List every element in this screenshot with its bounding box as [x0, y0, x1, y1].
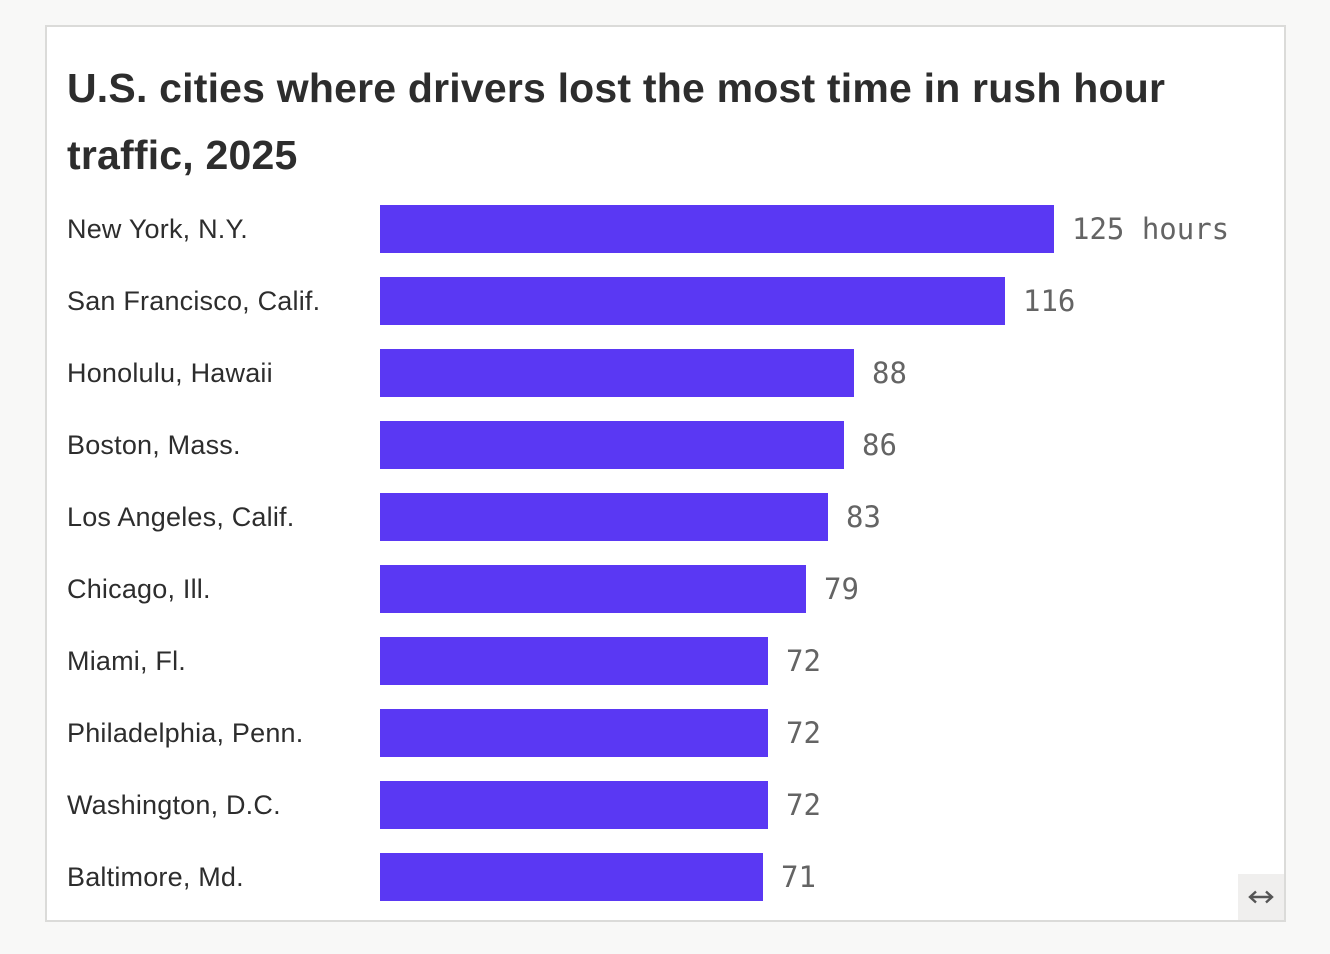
bar [380, 493, 828, 541]
chart-row: Miami, Fl. 72 [47, 625, 1284, 697]
chart-row: Los Angeles, Calif. 83 [47, 481, 1284, 553]
chart-row: Boston, Mass. 86 [47, 409, 1284, 481]
value-label: 125 hours [1072, 212, 1230, 246]
chart-row: Philadelphia, Penn. 72 [47, 697, 1284, 769]
city-label: New York, N.Y. [67, 213, 248, 244]
bar [380, 349, 854, 397]
chart-card: U.S. cities where drivers lost the most … [45, 25, 1286, 922]
chart-row: Washington, D.C. 72 [47, 769, 1284, 841]
city-label: Philadelphia, Penn. [67, 717, 304, 748]
city-label: Miami, Fl. [67, 645, 186, 676]
value-label: 86 [862, 428, 897, 462]
chart-row: Honolulu, Hawaii 88 [47, 337, 1284, 409]
city-label: Los Angeles, Calif. [67, 501, 295, 532]
city-label: San Francisco, Calif. [67, 285, 321, 316]
bar [380, 781, 768, 829]
city-label: Washington, D.C. [67, 789, 281, 820]
value-label: 79 [824, 572, 859, 606]
value-label: 72 [786, 716, 821, 750]
bar [380, 853, 763, 901]
bar [380, 709, 768, 757]
chart-row: Baltimore, Md. 71 [47, 841, 1284, 913]
bar [380, 421, 844, 469]
bar-chart: New York, N.Y. 125 hours San Francisco, … [47, 193, 1284, 913]
value-label: 88 [872, 356, 907, 390]
bar [380, 277, 1005, 325]
city-label: Baltimore, Md. [67, 861, 244, 892]
city-label: Honolulu, Hawaii [67, 357, 273, 388]
value-label: 72 [786, 788, 821, 822]
bar [380, 205, 1054, 253]
chart-row: Chicago, Ill. 79 [47, 553, 1284, 625]
chart-row: New York, N.Y. 125 hours [47, 193, 1284, 265]
chart-title: U.S. cities where drivers lost the most … [67, 65, 1166, 178]
chart-row: San Francisco, Calif. 116 [47, 265, 1284, 337]
value-label: 116 [1023, 284, 1076, 318]
resize-handle[interactable] [1238, 874, 1284, 920]
value-label: 71 [781, 860, 816, 894]
bar [380, 565, 806, 613]
horizontal-resize-arrow-icon [1247, 889, 1275, 905]
city-label: Boston, Mass. [67, 429, 241, 460]
city-label: Chicago, Ill. [67, 573, 211, 604]
value-label: 72 [786, 644, 821, 678]
bar [380, 637, 768, 685]
value-label: 83 [846, 500, 881, 534]
